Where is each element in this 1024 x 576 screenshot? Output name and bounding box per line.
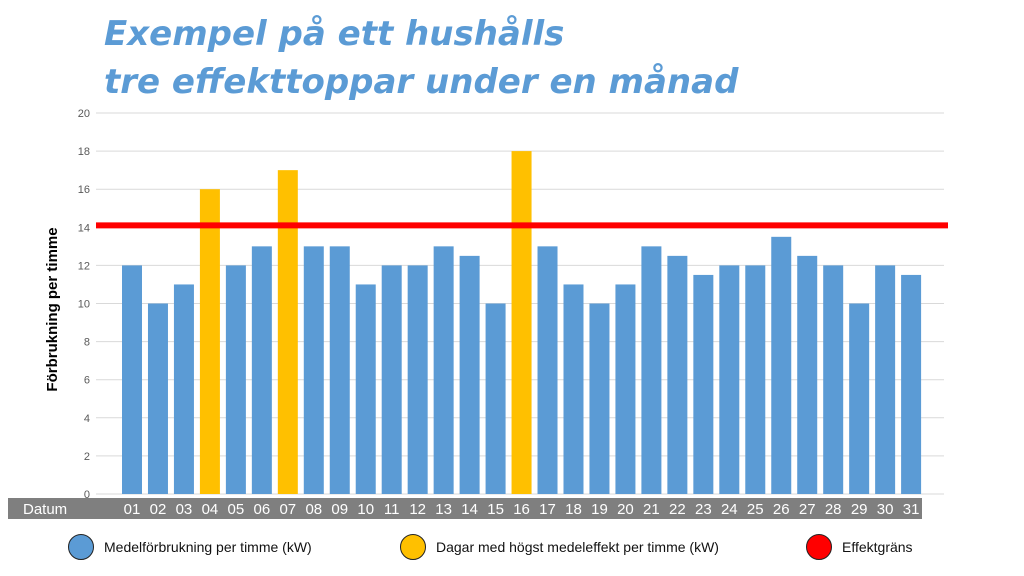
bar <box>589 303 610 494</box>
x-tick-label: 07 <box>279 501 296 518</box>
y-tick-label: 20 <box>78 108 90 120</box>
x-tick-label: 04 <box>202 501 219 518</box>
x-tick-label: 05 <box>228 501 245 518</box>
legend-swatch-peak <box>400 534 426 560</box>
legend-label-peak: Dagar med högst medeleffekt per timme (k… <box>436 539 719 555</box>
x-tick-label: 27 <box>799 501 816 518</box>
bar <box>719 265 740 494</box>
bar <box>303 246 324 494</box>
x-axis-label: Datum <box>23 501 67 518</box>
x-tick-label: 18 <box>565 501 582 518</box>
bar <box>511 151 532 494</box>
x-tick-label: 30 <box>877 501 894 518</box>
bar <box>329 246 350 494</box>
bar <box>355 284 376 494</box>
x-tick-label: 25 <box>747 501 764 518</box>
legend-label-average: Medelförbrukning per timme (kW) <box>104 539 312 555</box>
x-tick-label: 20 <box>617 501 634 518</box>
bar <box>173 284 194 494</box>
y-tick-label: 2 <box>84 451 90 463</box>
bar <box>745 265 766 494</box>
x-tick-label: 03 <box>176 501 193 518</box>
bar <box>251 246 272 494</box>
bar <box>901 274 922 494</box>
y-tick-label: 10 <box>78 299 90 311</box>
x-tick-label: 13 <box>435 501 452 518</box>
x-tick-label: 23 <box>695 501 712 518</box>
bar <box>667 255 688 494</box>
x-tick-label: 08 <box>305 501 322 518</box>
x-tick-label: 16 <box>513 501 530 518</box>
x-tick-label: 15 <box>487 501 504 518</box>
bar <box>147 303 168 494</box>
x-tick-label: 24 <box>721 501 738 518</box>
bar <box>407 265 428 494</box>
legend-swatch-average <box>68 534 94 560</box>
chart-title: Exempel på ett hushålls tre effekttoppar… <box>104 10 738 106</box>
chart-legend: Medelförbrukning per timme (kW) Dagar me… <box>0 532 1024 562</box>
bar <box>823 265 844 494</box>
legend-label-limit: Effektgräns <box>842 539 913 555</box>
x-tick-label: 28 <box>825 501 842 518</box>
title-line-2: tre effekttoppar under en månad <box>104 62 739 102</box>
y-tick-label: 16 <box>78 184 90 196</box>
bar <box>615 284 636 494</box>
y-tick-label: 4 <box>84 413 90 425</box>
bar <box>875 265 896 494</box>
y-tick-label: 18 <box>78 146 90 158</box>
bar <box>433 246 454 494</box>
bar <box>849 303 870 494</box>
x-tick-label: 19 <box>591 501 608 518</box>
x-tick-label: 12 <box>409 501 426 518</box>
legend-item-average: Medelförbrukning per timme (kW) <box>68 532 312 562</box>
bar <box>277 170 298 494</box>
title-line-1: Exempel på ett hushålls <box>104 14 565 54</box>
bar <box>641 246 662 494</box>
y-tick-label: 0 <box>84 489 90 501</box>
bar <box>122 265 142 494</box>
bar <box>459 255 480 494</box>
x-tick-label: 10 <box>357 501 374 518</box>
bar <box>693 274 714 494</box>
x-tick-label: 06 <box>254 501 271 518</box>
x-tick-label: 14 <box>461 501 478 518</box>
bar <box>537 246 558 494</box>
bar <box>485 303 506 494</box>
legend-item-limit: Effektgräns <box>806 532 913 562</box>
y-tick-label: 8 <box>84 337 90 349</box>
y-tick-label: 14 <box>78 222 90 234</box>
bar <box>199 189 220 494</box>
legend-item-peak: Dagar med högst medeleffekt per timme (k… <box>400 532 719 562</box>
y-tick-label: 12 <box>78 260 90 272</box>
x-tick-label: 21 <box>643 501 660 518</box>
datum-band <box>8 498 922 519</box>
x-tick-label: 29 <box>851 501 868 518</box>
x-tick-label: 01 <box>124 501 141 518</box>
x-tick-label: 31 <box>903 501 920 518</box>
x-tick-label: 11 <box>384 501 400 518</box>
x-tick-label: 17 <box>539 501 556 518</box>
y-axis-label: Förbrukning per timme <box>44 227 61 391</box>
bar <box>563 284 584 494</box>
bar <box>225 265 246 494</box>
x-tick-label: 26 <box>773 501 790 518</box>
bar <box>797 255 818 494</box>
bar <box>771 236 792 494</box>
legend-swatch-limit <box>806 534 832 560</box>
y-tick-label: 6 <box>84 375 90 387</box>
x-tick-label: 02 <box>150 501 167 518</box>
x-tick-label: 22 <box>669 501 686 518</box>
x-tick-label: 09 <box>331 501 348 518</box>
bar <box>381 265 402 494</box>
